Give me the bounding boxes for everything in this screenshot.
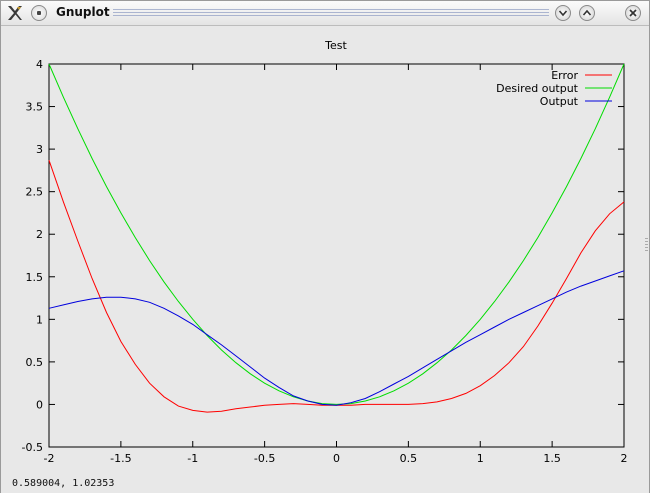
x-tick-label: -1.5 (110, 452, 131, 465)
maximize-button[interactable] (579, 5, 595, 21)
window-menu-button[interactable] (31, 5, 47, 21)
close-icon (629, 9, 637, 17)
x-tick-label: 1 (477, 452, 484, 465)
y-tick-label: -0.5 (22, 441, 43, 454)
x-tick-label: -1 (187, 452, 198, 465)
series-line-error (48, 160, 625, 413)
legend-label-error: Error (551, 69, 578, 82)
y-tick-label: 0 (36, 398, 43, 411)
plot-axes: -2 -1.5 -1 -0.5 0 0.5 1 1.5 2 -0.5 0 0.5 1 1.5 2 2.5 3 3.… (22, 58, 628, 465)
y-tick-label: 1.5 (26, 271, 44, 284)
close-button[interactable] (625, 5, 641, 21)
x-tick-label: 2 (621, 452, 628, 465)
title-bar[interactable]: Gnuplot (1, 1, 649, 26)
x-tick-label: -2 (44, 452, 55, 465)
x-tick-label: -0.5 (254, 452, 275, 465)
series-line-output (48, 270, 625, 406)
maximize-icon (582, 9, 592, 16)
legend-label-desired-output: Desired output (496, 82, 579, 95)
legend-label-output: Output (540, 95, 579, 108)
x-tick-label: 1.5 (543, 452, 561, 465)
minimize-button[interactable] (555, 5, 571, 21)
plot-canvas[interactable]: Test -2 -1.5 -1 -0.5 0 0.5 1 1.5 2 -0.5 0 0.5 1 1.5 2 2… (1, 26, 649, 475)
series-line-desired-output (48, 63, 625, 405)
plot-border (48, 63, 625, 448)
y-tick-label: 2.5 (26, 186, 44, 199)
x-tick-label: 0.5 (400, 452, 418, 465)
y-tick-label: 3.5 (26, 101, 44, 114)
window-title: Gnuplot (56, 5, 110, 19)
minimize-icon (558, 10, 568, 17)
y-tick-label: 1 (36, 313, 43, 326)
chart-title: Test (324, 39, 347, 52)
title-bar-decoration (113, 9, 549, 18)
mouse-coordinates: 0.589004, 1.02353 (12, 478, 115, 489)
x-logo-icon[interactable] (6, 4, 24, 22)
y-tick-label: 0.5 (26, 356, 44, 369)
series-layer (48, 63, 625, 413)
status-bar: 0.589004, 1.02353 (1, 475, 649, 493)
x-tick-label: 0 (333, 452, 340, 465)
y-tick-label: 4 (36, 58, 43, 71)
y-tick-label: 3 (36, 143, 43, 156)
y-tick-label: 2 (36, 228, 43, 241)
resize-grip[interactable] (645, 238, 648, 252)
